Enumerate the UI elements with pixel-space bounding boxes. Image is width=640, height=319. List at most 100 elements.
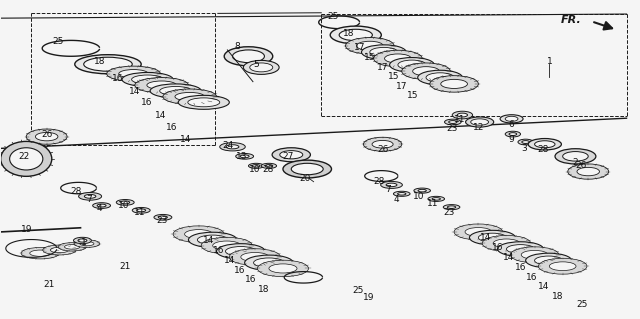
Ellipse shape xyxy=(428,196,445,201)
Text: 28: 28 xyxy=(373,177,385,186)
Text: 14: 14 xyxy=(538,282,549,291)
Ellipse shape xyxy=(216,244,265,259)
Text: 16: 16 xyxy=(213,246,225,255)
Ellipse shape xyxy=(75,55,141,74)
Ellipse shape xyxy=(291,163,323,175)
Ellipse shape xyxy=(470,119,488,125)
Text: 14: 14 xyxy=(202,236,214,245)
Ellipse shape xyxy=(398,60,426,70)
Text: 26: 26 xyxy=(377,145,388,154)
Ellipse shape xyxy=(250,63,273,72)
Text: 14: 14 xyxy=(180,135,191,144)
Ellipse shape xyxy=(330,26,381,44)
Text: 25: 25 xyxy=(576,300,588,309)
Ellipse shape xyxy=(243,60,279,74)
Ellipse shape xyxy=(525,253,572,268)
Ellipse shape xyxy=(93,203,111,208)
Ellipse shape xyxy=(449,121,457,123)
Ellipse shape xyxy=(188,232,237,248)
Ellipse shape xyxy=(555,149,596,164)
Ellipse shape xyxy=(224,47,273,66)
Ellipse shape xyxy=(364,137,402,151)
Text: 11: 11 xyxy=(134,208,146,217)
Ellipse shape xyxy=(132,75,164,84)
Text: 10: 10 xyxy=(118,201,129,210)
Ellipse shape xyxy=(121,201,130,204)
Text: 19: 19 xyxy=(20,225,32,234)
Ellipse shape xyxy=(184,230,212,239)
Ellipse shape xyxy=(220,143,245,151)
Text: 23: 23 xyxy=(446,124,457,133)
Ellipse shape xyxy=(261,163,276,168)
Text: 25: 25 xyxy=(353,286,364,295)
Text: 10: 10 xyxy=(248,165,260,174)
Ellipse shape xyxy=(509,133,516,136)
Ellipse shape xyxy=(226,145,239,149)
Ellipse shape xyxy=(35,132,58,141)
Ellipse shape xyxy=(413,67,439,76)
Text: 15: 15 xyxy=(364,53,376,62)
Ellipse shape xyxy=(84,57,132,71)
Ellipse shape xyxy=(257,260,308,277)
Ellipse shape xyxy=(430,76,478,92)
Ellipse shape xyxy=(452,111,472,119)
Text: 4: 4 xyxy=(97,204,102,213)
Ellipse shape xyxy=(385,54,412,63)
Ellipse shape xyxy=(201,237,252,254)
Ellipse shape xyxy=(577,167,600,176)
Ellipse shape xyxy=(229,249,280,265)
Ellipse shape xyxy=(466,117,493,127)
Ellipse shape xyxy=(381,182,403,189)
Text: 16: 16 xyxy=(234,265,245,275)
Text: 20: 20 xyxy=(300,174,311,183)
Ellipse shape xyxy=(458,113,467,117)
Text: 4: 4 xyxy=(394,195,399,204)
Ellipse shape xyxy=(97,204,106,207)
Text: 1: 1 xyxy=(547,56,553,65)
Text: 16: 16 xyxy=(515,263,526,272)
Ellipse shape xyxy=(505,131,520,137)
Text: 21: 21 xyxy=(120,262,131,271)
Text: 28: 28 xyxy=(538,145,549,154)
Ellipse shape xyxy=(518,139,533,145)
Text: 7: 7 xyxy=(86,195,92,204)
Text: 16: 16 xyxy=(492,243,503,252)
Ellipse shape xyxy=(346,38,394,54)
Text: 11: 11 xyxy=(427,199,438,208)
Ellipse shape xyxy=(21,248,60,259)
Ellipse shape xyxy=(80,241,94,246)
Text: 14: 14 xyxy=(481,234,492,242)
Text: 24: 24 xyxy=(223,141,234,150)
Text: 14: 14 xyxy=(129,87,141,96)
Ellipse shape xyxy=(372,140,393,148)
Text: 25: 25 xyxy=(52,38,64,47)
Ellipse shape xyxy=(418,189,426,192)
Ellipse shape xyxy=(232,50,264,63)
Ellipse shape xyxy=(137,209,146,212)
Ellipse shape xyxy=(497,242,543,256)
Text: 10: 10 xyxy=(413,191,424,201)
Text: 25: 25 xyxy=(327,12,339,21)
Ellipse shape xyxy=(478,233,506,242)
Ellipse shape xyxy=(225,247,256,256)
Ellipse shape xyxy=(538,258,587,274)
Ellipse shape xyxy=(248,163,264,168)
Ellipse shape xyxy=(135,78,188,93)
Ellipse shape xyxy=(29,250,51,256)
Ellipse shape xyxy=(26,129,67,144)
Ellipse shape xyxy=(58,243,86,251)
Text: 18: 18 xyxy=(258,285,269,294)
Ellipse shape xyxy=(426,73,454,82)
Ellipse shape xyxy=(482,235,531,251)
Text: 16: 16 xyxy=(112,74,124,83)
Ellipse shape xyxy=(154,214,172,220)
Text: 7: 7 xyxy=(385,185,390,195)
Ellipse shape xyxy=(394,191,410,196)
Ellipse shape xyxy=(493,239,520,248)
Text: 26: 26 xyxy=(575,161,586,170)
Ellipse shape xyxy=(43,245,76,255)
Ellipse shape xyxy=(197,235,228,245)
Ellipse shape xyxy=(132,207,150,213)
Ellipse shape xyxy=(445,119,461,125)
Ellipse shape xyxy=(175,93,204,101)
